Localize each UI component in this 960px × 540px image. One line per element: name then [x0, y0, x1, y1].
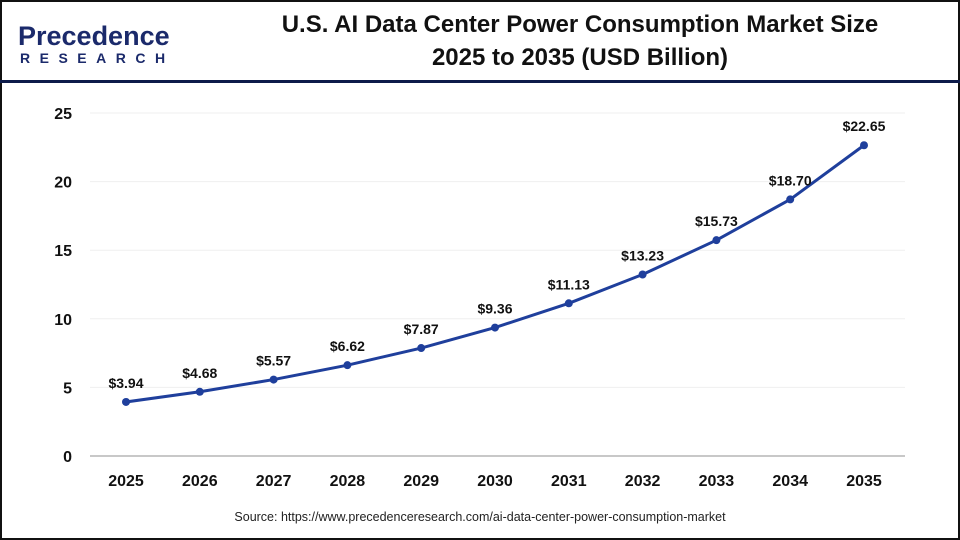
- logo-sub: RESEARCH: [20, 50, 175, 66]
- data-point: [195, 387, 204, 396]
- data-point: [786, 195, 795, 204]
- x-tick-label: 2028: [330, 473, 366, 490]
- x-tick-label: 2026: [182, 473, 218, 490]
- data-point: [564, 299, 573, 308]
- source-note: Source: https://www.precedenceresearch.c…: [234, 510, 726, 524]
- data-label: $7.87: [404, 321, 439, 337]
- x-tick-label: 2030: [477, 473, 513, 490]
- logo: Precedence RESEARCH: [18, 22, 175, 66]
- y-tick-label: 20: [54, 175, 72, 192]
- data-point: [491, 323, 499, 332]
- logo-main: Precedence: [18, 21, 170, 51]
- data-point: [417, 344, 426, 353]
- chart-title: U.S. AI Data Center Power Consumption Ma…: [230, 8, 930, 74]
- x-tick-label: 2035: [846, 473, 882, 490]
- data-point: [343, 361, 352, 370]
- x-tick-label: 2031: [551, 473, 587, 490]
- series-line: [125, 144, 865, 404]
- x-tick-label: 2029: [403, 473, 439, 490]
- x-tick-label: 2032: [625, 473, 661, 490]
- data-point: [122, 397, 130, 406]
- data-label: $5.57: [256, 353, 291, 369]
- data-label: $3.94: [108, 375, 143, 391]
- data-label: $22.65: [843, 118, 886, 134]
- x-tick-label: 2033: [699, 473, 735, 490]
- y-tick-label: 0: [63, 449, 72, 466]
- y-tick-label: 5: [63, 380, 72, 397]
- x-tick-label: 2027: [256, 473, 292, 490]
- header-divider: [0, 80, 960, 83]
- y-tick-label: 25: [54, 106, 72, 123]
- data-label: $18.70: [769, 172, 812, 188]
- title-line-2: 2025 to 2035 (USD Billion): [431, 44, 729, 71]
- data-label: $9.36: [477, 301, 512, 317]
- x-tick-label: 2025: [108, 473, 144, 490]
- y-tick-label: 10: [54, 312, 72, 329]
- title-line-1: U.S. AI Data Center Power Consumption Ma…: [281, 11, 879, 38]
- data-point: [269, 375, 278, 384]
- x-tick-label: 2034: [772, 473, 808, 490]
- data-label: $13.23: [621, 247, 664, 263]
- data-label: $11.13: [548, 276, 590, 292]
- data-label: $15.73: [695, 213, 738, 229]
- data-label: $4.68: [182, 365, 217, 381]
- y-tick-label: 15: [54, 243, 72, 260]
- data-point: [860, 141, 868, 150]
- data-point: [638, 270, 647, 279]
- data-label: $6.62: [330, 338, 365, 354]
- data-point: [712, 236, 721, 245]
